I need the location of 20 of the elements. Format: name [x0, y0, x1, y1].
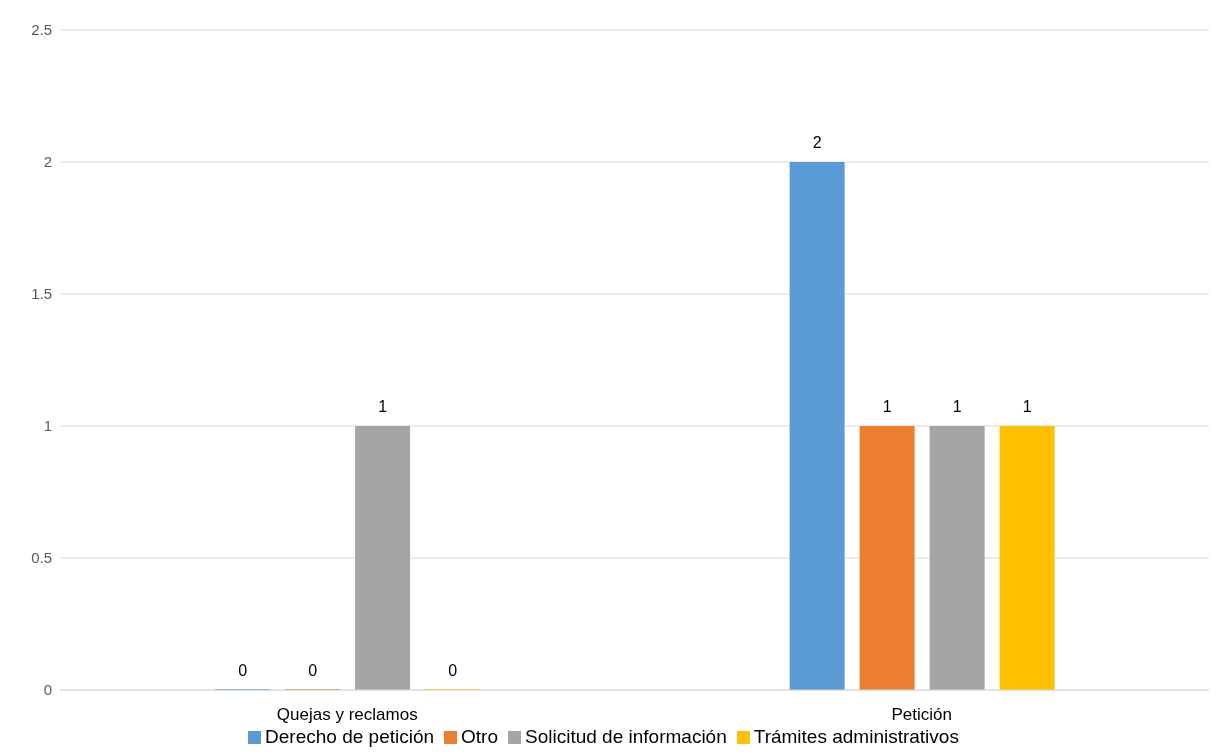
- y-tick-label: 1.5: [31, 285, 52, 303]
- legend-label: Otro: [461, 726, 499, 747]
- y-tick-label: 2: [43, 153, 52, 171]
- data-label: 1: [378, 398, 388, 415]
- data-label: 1: [882, 398, 892, 415]
- data-label: 1: [1022, 398, 1032, 415]
- y-tick-label: 2.5: [31, 21, 52, 39]
- data-label: 0: [238, 662, 248, 679]
- data-label: 0: [308, 662, 318, 679]
- y-tick-label: 0.5: [31, 549, 52, 567]
- x-tick-label: Quejas y reclamos: [276, 705, 418, 725]
- x-tick-label: Petición: [891, 705, 952, 725]
- y-tick-label: 0: [43, 681, 52, 699]
- legend-label: Derecho de petición: [265, 726, 435, 747]
- y-tick-label: 1: [43, 417, 52, 435]
- legend-label: Solicitud de información: [525, 726, 727, 747]
- data-label: 1: [952, 398, 962, 415]
- legend-label: Trámites administrativos: [753, 726, 959, 747]
- data-label: 0: [448, 662, 458, 679]
- data-label: 2: [812, 134, 822, 151]
